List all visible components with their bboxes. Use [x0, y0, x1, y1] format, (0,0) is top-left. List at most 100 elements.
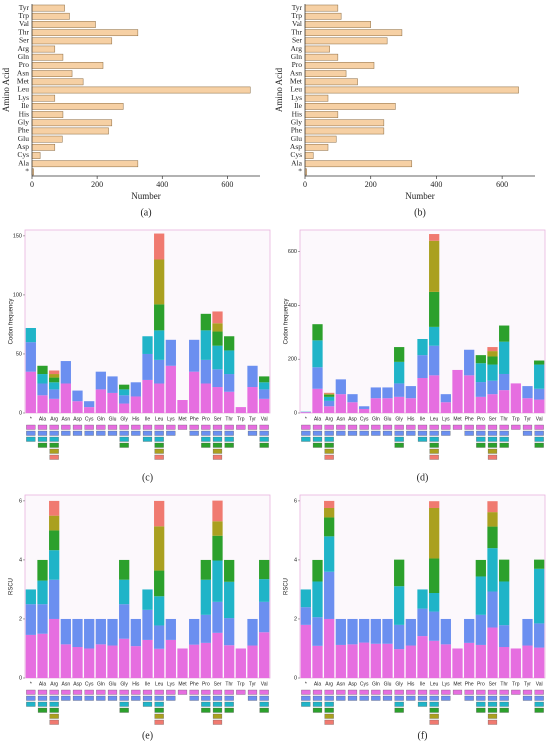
- codon-box: [534, 436, 544, 442]
- x-tick-label: Ser: [214, 416, 222, 422]
- codon-box: [511, 689, 521, 695]
- codon-box: [487, 454, 498, 460]
- codon-box: [37, 689, 48, 695]
- codon-box: [336, 695, 346, 701]
- bar-segment: [347, 618, 358, 645]
- bar-segment: [370, 618, 381, 644]
- codon-box: [166, 695, 176, 701]
- x-tick-label: *: [305, 681, 307, 687]
- x-tick-label: Thr: [225, 681, 233, 687]
- codon-box: [224, 701, 234, 707]
- y-tick-label: Thr: [291, 27, 302, 36]
- bar-segment: [154, 526, 165, 571]
- codon-box: [119, 442, 129, 448]
- bar-segment: [475, 363, 486, 383]
- bar-segment: [370, 643, 381, 678]
- bar-segment: [324, 536, 335, 572]
- x-tick-label: Gly: [120, 416, 128, 422]
- codon-box: [37, 701, 48, 707]
- codon-box: [259, 430, 269, 436]
- bar-segment: [534, 388, 545, 400]
- x-tick-label: Val: [536, 416, 543, 422]
- codon-box: [154, 707, 164, 713]
- codon-box: [499, 436, 509, 442]
- codon-box: [154, 448, 164, 454]
- y-tick-label: Phe: [18, 126, 30, 135]
- codon-box: [394, 442, 404, 448]
- bar-segment: [429, 326, 440, 346]
- bar-segment: [154, 383, 165, 413]
- bar-segment: [154, 304, 165, 331]
- bar-segment: [119, 579, 130, 605]
- bar-segment: [72, 618, 83, 648]
- y-tick-label: Phe: [291, 126, 303, 135]
- codon-box: [441, 689, 451, 695]
- y-axis-label: Codon frequency: [9, 299, 15, 345]
- codon-box: [107, 424, 118, 430]
- y-tick-label: *: [25, 167, 29, 176]
- bar-segment: [49, 370, 60, 375]
- codon-box: [522, 695, 533, 701]
- codon-box: [142, 701, 153, 707]
- bar-segment: [487, 548, 498, 592]
- y-tick-label: Leu: [290, 85, 302, 94]
- bar-segment: [394, 347, 405, 362]
- bar-segment: [382, 398, 393, 413]
- bar-segment: [487, 356, 498, 365]
- bar-segment: [200, 359, 211, 384]
- codon-box: [429, 448, 439, 454]
- x-tick-label: Trp: [512, 416, 520, 422]
- y-tick-label: Ile: [21, 101, 30, 110]
- bar-segment: [37, 395, 48, 413]
- bar-segment: [259, 579, 270, 602]
- x-tick-label: Met: [453, 416, 462, 422]
- codon-box: [84, 424, 94, 430]
- bar-segment: [142, 336, 153, 354]
- bar-segment: [49, 579, 60, 619]
- y-tick-label: Asn: [17, 68, 29, 77]
- bar-segment: [534, 364, 545, 389]
- codon-box: [534, 689, 544, 695]
- codon-box: [394, 695, 404, 701]
- codon-box: [487, 695, 498, 701]
- y-tick-label: 0: [294, 675, 297, 681]
- codon-box: [259, 695, 269, 701]
- x-tick-label: 0: [303, 180, 307, 189]
- codon-box: [429, 689, 439, 695]
- codon-box: [441, 424, 451, 430]
- x-tick-label: Gln: [97, 416, 105, 422]
- bar-segment: [487, 351, 498, 357]
- x-tick-label: Leu: [430, 681, 439, 687]
- bar-segment: [84, 407, 95, 413]
- codon-box: [406, 430, 416, 436]
- bar-segment: [130, 396, 141, 413]
- codon-box: [324, 695, 334, 701]
- codon-box: [324, 701, 334, 707]
- bar-segment: [84, 401, 95, 408]
- codon-box: [324, 707, 334, 713]
- codon-box: [224, 689, 234, 695]
- y-axis-label: RSCU: [9, 578, 15, 595]
- codon-box: [406, 695, 416, 701]
- codon-box: [49, 448, 59, 454]
- y-axis-label: Amino Acid: [274, 67, 284, 112]
- codon-box: [154, 701, 164, 707]
- bar-segment: [189, 371, 200, 413]
- codon-box: [534, 701, 544, 707]
- y-tick-label: 600: [288, 249, 297, 255]
- x-tick-label: Lys: [442, 681, 450, 687]
- codon-box: [394, 701, 404, 707]
- codon-box: [142, 689, 153, 695]
- codon-box: [212, 454, 223, 460]
- bar-segment: [165, 639, 176, 678]
- bar: [31, 119, 113, 127]
- y-tick-label: His: [19, 109, 30, 118]
- codon-box: [464, 430, 474, 436]
- codon-box: [301, 689, 311, 695]
- bar-segment: [177, 400, 188, 413]
- y-tick-label: 400: [288, 303, 297, 309]
- codon-box: [212, 689, 223, 695]
- codon-box: [189, 430, 199, 436]
- x-tick-label: Met: [453, 681, 462, 687]
- bar-segment: [177, 648, 188, 678]
